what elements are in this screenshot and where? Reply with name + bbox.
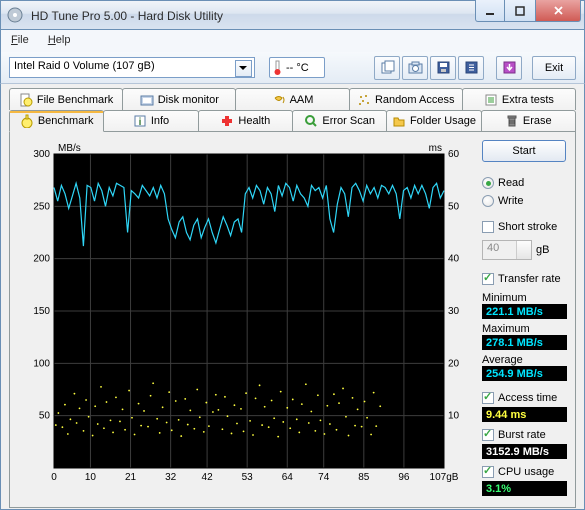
settings-button[interactable] (458, 56, 484, 80)
svg-text:ms: ms (429, 143, 442, 154)
aam-icon (272, 93, 286, 107)
title-bar: HD Tune Pro 5.00 - Hard Disk Utility (0, 0, 585, 30)
lower-tab-row: Benchmark iInfo Health Error Scan Folder… (9, 110, 576, 132)
access-value: 9.44 ms (482, 407, 567, 422)
svg-text:i: i (138, 117, 141, 128)
tab-health[interactable]: Health (198, 110, 293, 132)
svg-text:30: 30 (448, 306, 460, 317)
svg-text:42: 42 (202, 472, 214, 483)
file-benchmark-icon (19, 93, 33, 107)
menu-help[interactable]: Help (48, 34, 71, 46)
random-access-icon (357, 93, 371, 107)
max-value: 278.1 MB/s (482, 335, 567, 350)
tab-error-scan[interactable]: Error Scan (292, 110, 387, 132)
svg-text:85: 85 (358, 472, 370, 483)
svg-text:74: 74 (318, 472, 330, 483)
tab-disk-monitor[interactable]: Disk monitor (122, 88, 236, 110)
svg-text:21: 21 (125, 472, 137, 483)
copy-results-button[interactable] (496, 56, 522, 80)
read-radio[interactable]: Read (482, 174, 567, 192)
checkbox-icon (482, 221, 494, 233)
screenshot-button[interactable] (402, 56, 428, 80)
start-button[interactable]: Start (482, 140, 566, 162)
close-button[interactable] (535, 0, 581, 22)
svg-text:40: 40 (448, 254, 460, 265)
svg-text:300: 300 (33, 149, 50, 160)
svg-text:200: 200 (33, 254, 50, 265)
svg-text:250: 250 (33, 201, 50, 212)
benchmark-chart: 50 100 150 200 250 300 10 20 30 40 50 60 0 10 21 32 42 53… (24, 140, 470, 499)
min-label: Minimum (482, 292, 567, 304)
svg-text:0: 0 (51, 472, 57, 483)
checkbox-icon (482, 392, 494, 404)
drive-select[interactable]: Intel Raid 0 Volume (107 gB) (9, 57, 255, 78)
checkbox-icon (482, 273, 494, 285)
transfer-rate-checkbox[interactable]: Transfer rate (482, 270, 567, 288)
tab-extra-tests[interactable]: Extra tests (462, 88, 576, 110)
error-scan-icon (304, 114, 318, 128)
info-icon: i (133, 114, 147, 128)
copy-info-button[interactable] (374, 56, 400, 80)
tab-folder-usage[interactable]: Folder Usage (386, 110, 481, 132)
short-stroke-checkbox[interactable]: Short stroke (482, 218, 567, 236)
svg-text:53: 53 (242, 472, 254, 483)
svg-text:50: 50 (39, 411, 51, 422)
avg-label: Average (482, 354, 567, 366)
checkbox-icon (482, 466, 494, 478)
save-button[interactable] (430, 56, 456, 80)
svg-text:10: 10 (85, 472, 97, 483)
svg-text:10: 10 (448, 411, 460, 422)
write-radio[interactable]: Write (482, 192, 567, 210)
svg-text:64: 64 (282, 472, 294, 483)
tab-random-access[interactable]: Random Access (349, 88, 463, 110)
burst-value: 3152.9 MB/s (482, 444, 567, 459)
svg-text:100: 100 (33, 358, 50, 369)
svg-text:MB/s: MB/s (58, 143, 81, 154)
cpu-value: 3.1% (482, 481, 567, 496)
exit-button[interactable]: Exit (532, 56, 576, 80)
short-stroke-input[interactable]: 40 (482, 240, 532, 260)
avg-value: 254.9 MB/s (482, 366, 567, 381)
extra-tests-icon (484, 93, 498, 107)
cpu-usage-checkbox[interactable]: CPU usage (482, 463, 567, 481)
erase-icon (505, 114, 519, 128)
health-icon (220, 114, 234, 128)
svg-text:150: 150 (33, 306, 50, 317)
svg-text:32: 32 (165, 472, 177, 483)
radio-icon (482, 195, 494, 207)
temperature-display: -- °C (269, 57, 325, 78)
thermometer-icon (273, 60, 282, 76)
maximize-button[interactable] (505, 0, 535, 22)
window-title: HD Tune Pro 5.00 - Hard Disk Utility (29, 1, 475, 29)
menu-bar: File Help (0, 30, 585, 52)
tab-info[interactable]: iInfo (103, 110, 198, 132)
tab-body: 50 100 150 200 250 300 10 20 30 40 50 60 0 10 21 32 42 53… (9, 132, 576, 508)
content-area: File Benchmark Disk monitor AAM Random A… (0, 84, 585, 510)
benchmark-icon (20, 114, 34, 128)
tab-erase[interactable]: Erase (481, 110, 576, 132)
svg-text:60: 60 (448, 149, 460, 160)
minimize-button[interactable] (475, 0, 505, 22)
svg-text:107gB: 107gB (430, 472, 459, 483)
checkbox-icon (482, 429, 494, 441)
upper-tab-row: File Benchmark Disk monitor AAM Random A… (9, 88, 576, 110)
tab-file-benchmark[interactable]: File Benchmark (9, 88, 123, 110)
temperature-value: -- °C (286, 62, 309, 74)
tab-aam[interactable]: AAM (235, 88, 349, 110)
toolbar: Intel Raid 0 Volume (107 gB) -- °C Exit (0, 52, 585, 84)
tab-benchmark[interactable]: Benchmark (9, 110, 104, 132)
folder-usage-icon (392, 114, 406, 128)
max-label: Maximum (482, 323, 567, 335)
access-time-checkbox[interactable]: Access time (482, 389, 567, 407)
disk-monitor-icon (140, 93, 154, 107)
min-value: 221.1 MB/s (482, 304, 567, 319)
results-panel: Start Read Write Short stroke 40 gB Tran… (470, 140, 567, 499)
menu-file[interactable]: File (11, 34, 29, 46)
svg-text:50: 50 (448, 201, 460, 212)
svg-text:96: 96 (398, 472, 410, 483)
svg-text:20: 20 (448, 358, 460, 369)
radio-icon (482, 177, 494, 189)
burst-rate-checkbox[interactable]: Burst rate (482, 426, 567, 444)
app-icon (1, 1, 29, 29)
